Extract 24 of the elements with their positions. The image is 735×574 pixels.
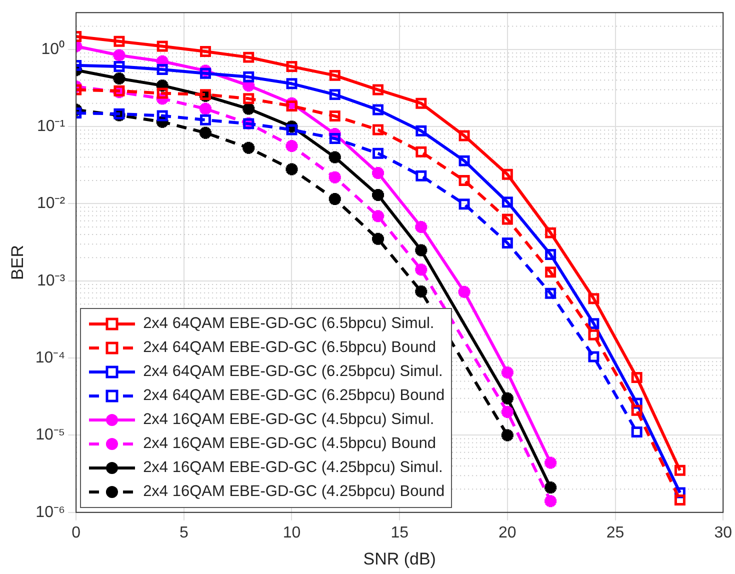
x-tick-label: 5 [179,524,188,542]
legend-label: 2x4 16QAM EBE-GD-GC (4.25bpcu) Bound [143,483,445,502]
x-tick-label: 15 [390,524,409,542]
y-tick-label: 10⁻⁴ [35,349,66,366]
y-tick-label: 10⁻⁵ [36,426,66,444]
x-tick-label: 30 [714,524,732,542]
y-tick-label: 10⁻³ [36,272,66,290]
y-axis-title: BER [8,245,27,280]
y-tick-label: 10⁻² [36,195,66,212]
x-tick-label: 20 [498,524,516,542]
legend-label: 2x4 64QAM EBE-GD-GC (6.5bpcu) Bound [143,339,436,358]
legend-label: 2x4 16QAM EBE-GD-GC (4.5bpcu) Simul. [143,411,434,430]
x-tick-label: 0 [72,524,81,542]
y-tick-label: 10⁰ [41,40,66,58]
y-tick-label: 10⁻¹ [36,118,66,135]
legend-label: 2x4 64QAM EBE-GD-GC (6.25bpcu) Simul. [143,363,443,382]
x-tick-label: 25 [606,524,624,542]
legend-label: 2x4 64QAM EBE-GD-GC (6.5bpcu) Simul. [143,315,434,334]
legend-label: 2x4 16QAM EBE-GD-GC (4.5bpcu) Bound [143,435,436,454]
legend-label: 2x4 16QAM EBE-GD-GC (4.25bpcu) Simul. [143,459,443,478]
x-axis-title: SNR (dB) [363,549,436,568]
x-tick-label: 10 [282,524,301,542]
y-tick-label: 10⁻⁶ [36,504,66,521]
legend-label: 2x4 64QAM EBE-GD-GC (6.25bpcu) Bound [143,387,445,406]
